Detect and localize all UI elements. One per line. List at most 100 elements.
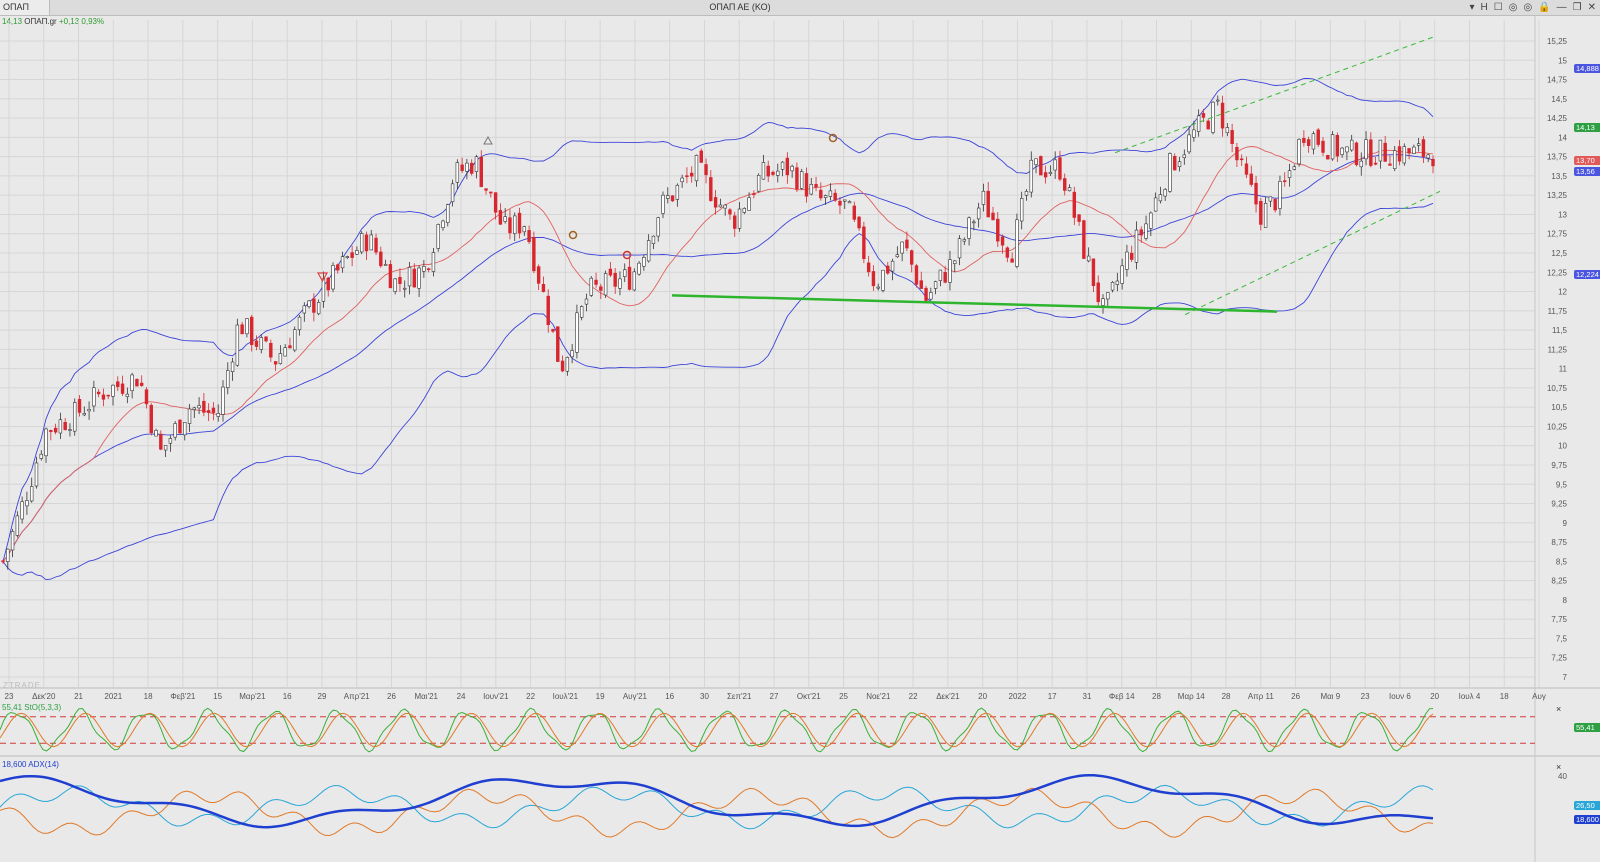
candle-body: [1168, 153, 1172, 192]
h-icon[interactable]: H: [1480, 2, 1488, 13]
candle-body: [120, 383, 125, 394]
candle-body: [689, 172, 694, 177]
candle-body: [498, 210, 503, 225]
candle-body: [833, 192, 837, 201]
candle-body: [1359, 160, 1363, 168]
candle-body: [733, 215, 737, 229]
candle-body: [909, 250, 914, 265]
price-tick-label: 13,25: [1547, 191, 1568, 200]
candle-body: [814, 183, 818, 188]
candle-body: [680, 177, 684, 183]
price-tick-label: 14,5: [1551, 95, 1567, 104]
candle-body: [20, 501, 24, 520]
candle-body: [809, 184, 813, 195]
lock-icon[interactable]: 🔒: [1538, 2, 1551, 13]
bb-upper-line: [2, 77, 1434, 562]
candle-body: [1058, 157, 1062, 180]
stoch-close-icon[interactable]: ×: [1556, 704, 1562, 714]
candle-body: [465, 162, 469, 172]
price-tick-label: 10: [1558, 442, 1567, 451]
symbol-tab[interactable]: ΟΠΑΠ: [0, 0, 50, 15]
candle-body: [1268, 196, 1273, 202]
square-icon[interactable]: ☐: [1493, 2, 1503, 13]
candle-body: [1177, 161, 1182, 168]
eye2-icon[interactable]: ◎: [1523, 2, 1533, 13]
candle-body: [1106, 292, 1110, 300]
candle-body: [536, 266, 541, 284]
candle-body: [862, 226, 866, 259]
candle-body: [972, 221, 976, 224]
candle-body: [1053, 159, 1057, 171]
adx-axis-label: 40: [1558, 772, 1567, 781]
price-tick-label: 8,75: [1551, 538, 1567, 547]
time-tick-label: 26: [1291, 692, 1300, 701]
price-tick-label: 9,75: [1551, 461, 1567, 470]
candle-body: [584, 298, 589, 305]
candle-body: [1364, 139, 1368, 160]
candle-body: [369, 234, 373, 251]
candle-body: [1335, 135, 1340, 157]
stoch-d-line: [0, 712, 1434, 748]
candle-body: [694, 155, 699, 182]
candle-body: [541, 283, 546, 292]
candle-body: [1416, 143, 1421, 146]
price-tick-label: 12,75: [1547, 230, 1568, 239]
candle-body: [1115, 280, 1120, 285]
candle-body: [1383, 142, 1387, 162]
candle-body: [857, 216, 861, 229]
candle-body: [216, 413, 220, 417]
candlesticks: [1, 95, 1435, 570]
stoch-k-line: [0, 707, 1434, 753]
candle-body: [417, 267, 421, 289]
time-tick-label: Δεκ'21: [936, 692, 960, 701]
candle-body: [49, 430, 53, 432]
candle-body: [1153, 197, 1158, 212]
candle-body: [919, 280, 923, 289]
candle-body: [1082, 220, 1086, 259]
candle-body: [393, 278, 397, 292]
adx-tag-di: 26,50: [1574, 801, 1600, 810]
candle-body: [163, 445, 168, 451]
restore-icon[interactable]: ❐: [1572, 2, 1582, 13]
candle-body: [1134, 229, 1139, 263]
candle-body: [63, 421, 67, 431]
time-tick-label: 24: [457, 692, 466, 701]
price-tick-label: 10,75: [1547, 384, 1568, 393]
candle-body: [991, 212, 995, 221]
adx-panel: [0, 773, 1434, 839]
candle-body: [1144, 223, 1148, 239]
candle-body: [1297, 139, 1301, 165]
time-tick-label: 22: [909, 692, 918, 701]
candle-body: [149, 404, 153, 434]
minimize-icon[interactable]: —: [1556, 2, 1567, 13]
candle-body: [589, 277, 593, 296]
candle-body: [1120, 265, 1124, 284]
candle-body: [1125, 251, 1129, 270]
candle-body: [699, 150, 703, 163]
time-tick-label: Οκτ'21: [797, 692, 821, 701]
chevron-down-icon[interactable]: ▾: [1469, 2, 1475, 13]
candle-body: [1292, 166, 1297, 170]
candle-body: [139, 382, 144, 386]
window-titlebar: ΟΠΑΠ ΟΠΑΠ ΑΕ (ΚΟ) ▾ H ☐ ◎ ◎ 🔒 — ❐ ✕: [0, 0, 1600, 16]
time-tick-label: 27: [770, 692, 779, 701]
triangle-up-marker: [483, 135, 493, 145]
time-tick-label: 18: [1500, 692, 1509, 701]
candle-body: [804, 173, 809, 197]
candle-body: [704, 164, 708, 176]
candle-body: [871, 271, 876, 287]
close-icon[interactable]: ✕: [1587, 2, 1596, 13]
adx-close-icon[interactable]: ×: [1556, 762, 1562, 772]
candle-body: [1067, 187, 1072, 192]
candle-body: [608, 268, 613, 276]
candle-body: [15, 515, 20, 536]
candle-body: [144, 389, 149, 405]
candle-body: [517, 212, 522, 234]
candle-body: [355, 250, 359, 255]
eye-icon[interactable]: ◎: [1508, 2, 1518, 13]
candle-body: [675, 184, 680, 200]
price-tag: 13,56: [1574, 166, 1600, 176]
quote-line: 14,13 ΟΠΑΠ.gr +0,13 0,93%: [2, 17, 104, 26]
price-tick-label: 7,5: [1556, 634, 1568, 643]
